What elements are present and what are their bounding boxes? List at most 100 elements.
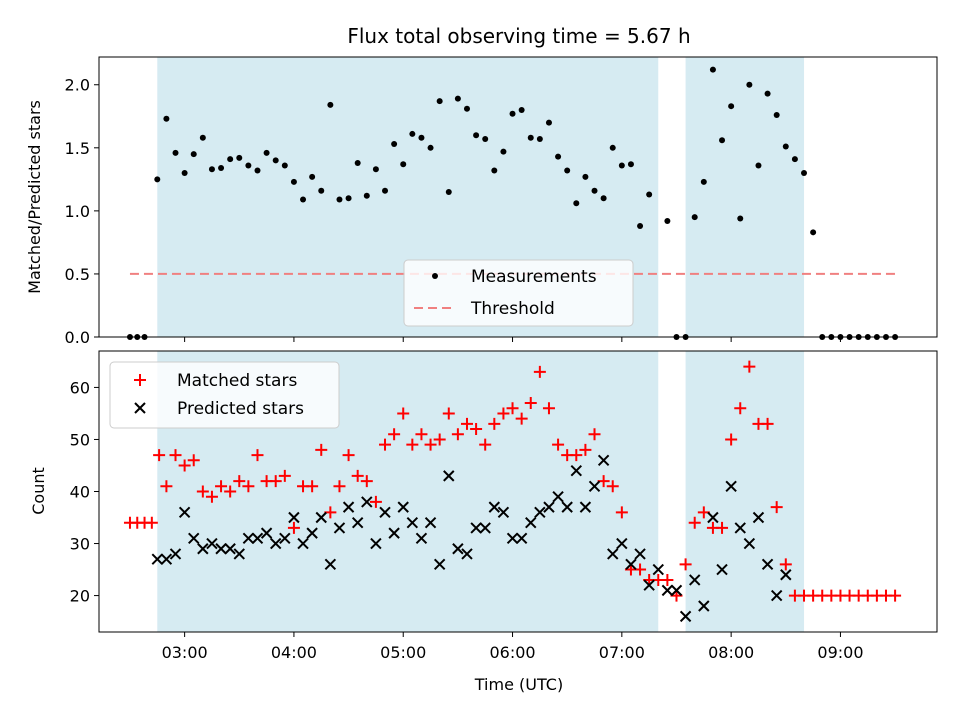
- matched-star-point: [278, 469, 291, 482]
- legend-measurements-marker: [432, 273, 438, 279]
- predicted-star-points: [151, 454, 792, 623]
- measurement-point: [372, 166, 379, 173]
- matched-star-point: [451, 428, 464, 441]
- x-tick-label: 07:00: [599, 643, 645, 662]
- measurement-point: [791, 156, 798, 163]
- bottom-x-axis: 03:00 04:00 05:00 06:00 07:00 08:00 09:00: [162, 632, 864, 662]
- top-y-tick-label: 0.0: [65, 328, 90, 347]
- predicted-star-point: [342, 501, 355, 513]
- predicted-star-point: [333, 522, 346, 534]
- measurement-point: [782, 143, 789, 150]
- predicted-star-point: [707, 511, 719, 524]
- x-tick-label: 05:00: [380, 643, 426, 662]
- measurement-point: [309, 173, 316, 180]
- matched-star-point: [145, 516, 158, 529]
- measurement-point: [327, 101, 334, 108]
- measurement-point: [536, 135, 543, 142]
- measurement-point: [254, 167, 261, 174]
- predicted-star-point: [743, 537, 756, 550]
- measurement-point: [491, 167, 498, 174]
- matched-star-point: [178, 459, 191, 472]
- legend-threshold-label: Threshold: [470, 299, 555, 319]
- matched-star-point: [442, 407, 455, 420]
- measurement-point: [336, 196, 343, 203]
- predicted-star-point: [734, 522, 746, 534]
- predicted-star-point: [324, 558, 337, 571]
- matched-star-point: [424, 438, 437, 451]
- matched-star-point: [716, 521, 729, 534]
- bottom-legend-box: [109, 361, 340, 429]
- matched-star-point: [187, 454, 200, 467]
- matched-star-point: [515, 412, 528, 425]
- predicted-star-point: [716, 563, 728, 576]
- matched-star-point: [397, 407, 410, 420]
- measurement-point: [154, 176, 161, 183]
- measurement-point: [764, 90, 771, 97]
- top-y-tick-label: 1.5: [65, 139, 90, 158]
- predicted-star-point: [607, 548, 619, 560]
- x-tick-label: 06:00: [489, 643, 535, 662]
- matched-star-point: [233, 475, 246, 488]
- predicted-star-point: [260, 527, 273, 539]
- predicted-star-point: [725, 480, 737, 493]
- measurement-point: [245, 162, 252, 169]
- predicted-star-point: [160, 553, 173, 565]
- measurement-point: [181, 170, 188, 177]
- matched-star-point: [533, 365, 546, 378]
- measurement-point: [190, 151, 197, 158]
- matched-star-point: [725, 433, 738, 446]
- predicted-star-point: [579, 501, 592, 513]
- predicted-star-point: [770, 589, 783, 602]
- predicted-star-point: [215, 543, 227, 555]
- predicted-star-point: [570, 464, 583, 477]
- matched-star-point: [479, 438, 492, 451]
- measurement-point: [755, 162, 762, 169]
- measurement-point: [427, 144, 434, 151]
- predicted-star-point: [752, 511, 765, 524]
- top-plot-frame: [98, 56, 938, 338]
- measurement-point: [773, 112, 780, 119]
- measurement-point: [300, 196, 307, 203]
- predicted-star-point: [479, 522, 491, 534]
- predicted-star-point: [169, 548, 182, 560]
- matched-star-point: [205, 490, 218, 503]
- predicted-star-point: [233, 548, 245, 560]
- measurement-point: [564, 167, 571, 174]
- predicted-star-point: [761, 558, 774, 571]
- x-axis-label: Time (UTC): [474, 675, 563, 694]
- top-y-axis-label: Matched/Predicted stars: [25, 100, 44, 294]
- x-tick-label: 08:00: [708, 643, 754, 662]
- measurement-point: [454, 95, 461, 102]
- predicted-star-point: [661, 584, 674, 597]
- measurement-point: [600, 195, 607, 202]
- matched-star-point: [679, 558, 692, 571]
- measurement-point: [263, 149, 270, 156]
- matched-star-point: [488, 417, 501, 430]
- matched-star-point: [588, 428, 601, 441]
- matched-star-point: [570, 449, 583, 462]
- matched-star-point: [369, 495, 382, 508]
- measurement-point: [318, 187, 325, 194]
- matched-star-point: [153, 449, 166, 462]
- measurement-point: [382, 187, 389, 194]
- measurement-point: [810, 229, 817, 236]
- legend-predicted-label: Predicted stars: [177, 399, 304, 419]
- predicted-star-point: [534, 506, 546, 519]
- x-tick-label: 04:00: [271, 643, 317, 662]
- measurement-point: [719, 137, 726, 144]
- matched-star-point: [697, 506, 710, 519]
- measurement-point: [664, 217, 671, 224]
- matched-star-point: [615, 506, 628, 519]
- predicted-star-point: [470, 522, 482, 534]
- legend-measurements-label: Measurements: [471, 267, 597, 287]
- top-legend-box: [403, 259, 634, 327]
- predicted-star-point: [461, 548, 473, 560]
- measurement-point: [345, 195, 352, 202]
- predicted-star-point: [351, 517, 364, 529]
- measurement-point: [236, 154, 243, 161]
- bottom-panel: 20 30 40 50 60 03:00 04:00 05:00 06:00 07:00 08:0…: [29, 350, 938, 694]
- matched-star-point: [433, 433, 446, 446]
- measurement-point: [227, 156, 234, 163]
- predicted-star-point: [670, 584, 683, 597]
- predicted-star-point: [561, 501, 573, 513]
